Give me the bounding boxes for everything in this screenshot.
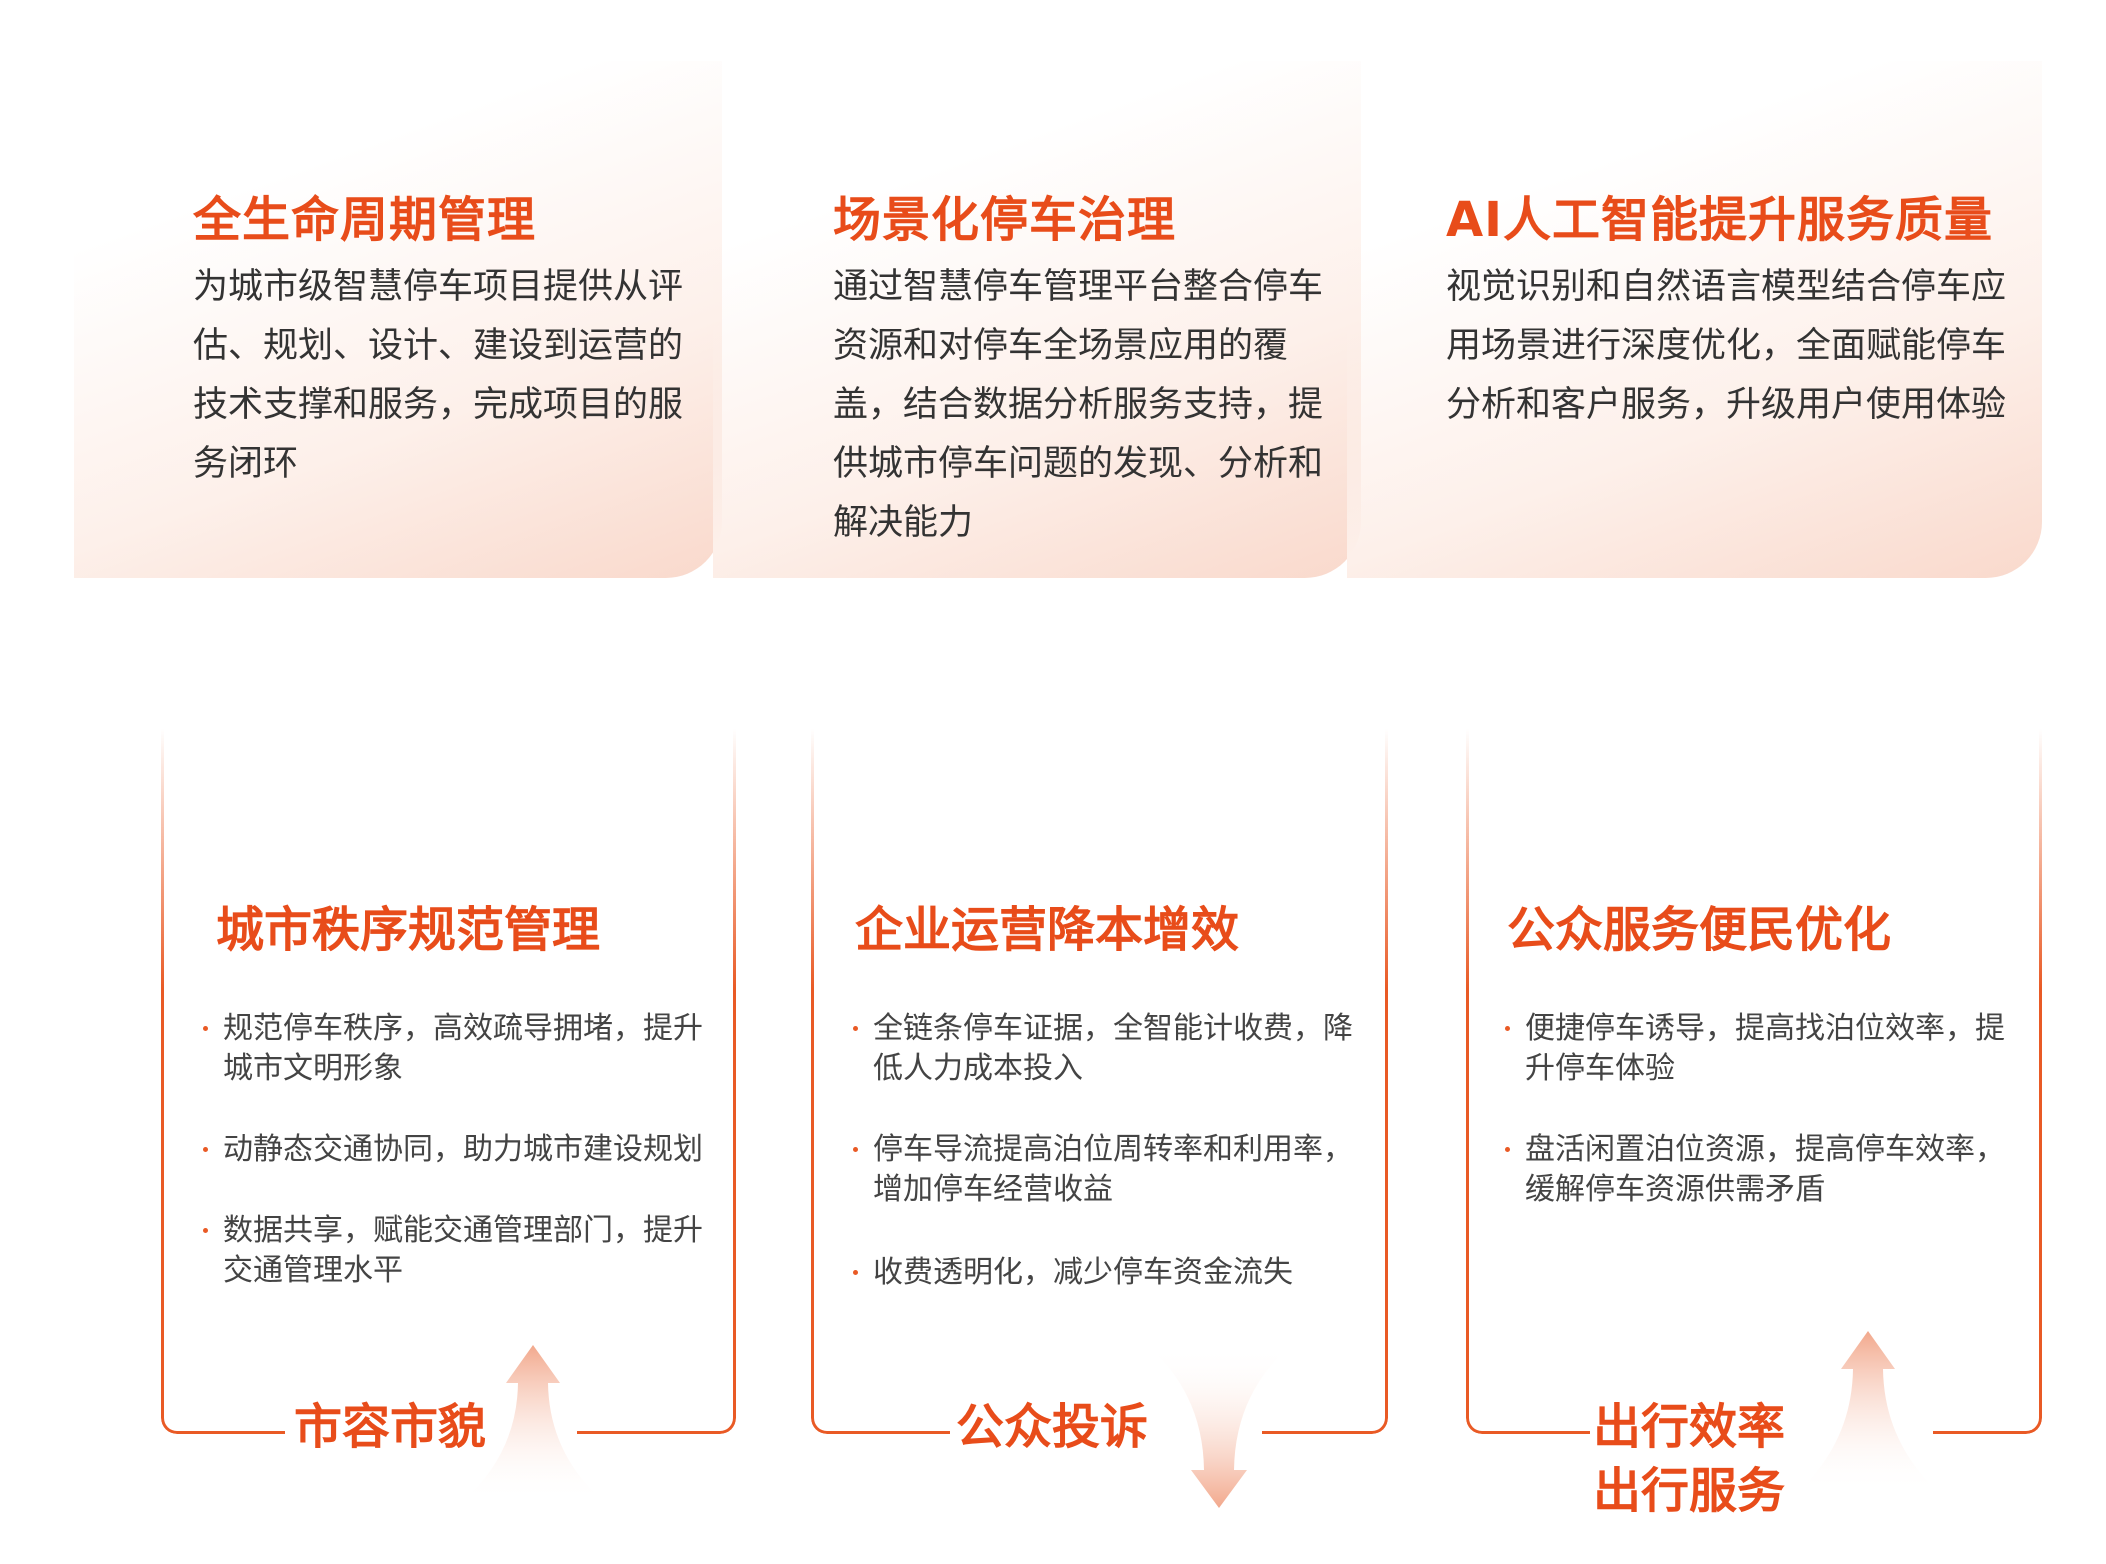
bullet-item: 规范停车秩序，高效疏导拥堵，提升城市文明形象 — [203, 1009, 703, 1089]
bullet-dot-icon — [1505, 1026, 1510, 1031]
card-ai — [1347, 61, 2042, 578]
card-lifecycle — [74, 61, 722, 578]
card-title: AI人工智能提升服务质量 — [1446, 192, 1994, 248]
card-scenario — [713, 61, 1361, 578]
bullet-dot-icon — [203, 1026, 208, 1031]
card-body: 通过智慧停车管理平台整合停车资源和对停车全场景应用的覆盖，结合数据分析服务支持，… — [833, 267, 1324, 543]
box-title: 企业运营降本增效 — [855, 902, 1240, 958]
arrow-up-icon — [1798, 1331, 1938, 1492]
card-title: 场景化停车治理 — [833, 192, 1177, 248]
card-title: 全生命周期管理 — [193, 192, 537, 248]
bullet-item: 全链条停车证据，全智能计收费，降低人力成本投入 — [853, 1009, 1353, 1089]
bullet-dot-icon — [1505, 1147, 1510, 1152]
arrow-up-icon — [463, 1345, 603, 1501]
box-title: 城市秩序规范管理 — [216, 902, 601, 958]
label-travel-efficiency: 出行效率 — [1593, 1399, 1786, 1455]
arrow-down-icon — [1149, 1347, 1289, 1508]
card-body: 为城市级智慧停车项目提供从评估、规划、设计、建设到运营的技术支撑和服务，完成项目… — [193, 267, 684, 484]
bullet-item: 停车导流提高泊位周转率和利用率，增加停车经营收益 — [853, 1130, 1363, 1210]
bullet-dot-icon — [853, 1026, 858, 1031]
bullet-item: 数据共享，赋能交通管理部门，提升交通管理水平 — [203, 1211, 703, 1291]
box-title: 公众服务便民优化 — [1507, 902, 1892, 958]
bullet-item: 动静态交通协同，助力城市建设规划 — [203, 1130, 723, 1170]
bullet-item: 盘活闲置泊位资源，提高停车效率，缓解停车资源供需矛盾 — [1505, 1130, 2015, 1210]
label-travel-service: 出行服务 — [1593, 1463, 1786, 1519]
bullet-dot-icon — [853, 1147, 858, 1152]
label-city-appearance: 市容市貌 — [294, 1399, 487, 1455]
bullet-item: 便捷停车诱导，提高找泊位效率，提升停车体验 — [1505, 1009, 2005, 1089]
bullet-dot-icon — [203, 1228, 208, 1233]
card-body: 视觉识别和自然语言模型结合停车应用场景进行深度优化，全面赋能停车分析和客户服务，… — [1446, 267, 2007, 425]
label-public-complaints: 公众投诉 — [956, 1399, 1149, 1455]
bullet-dot-icon — [853, 1270, 858, 1275]
bullet-dot-icon — [203, 1147, 208, 1152]
bullet-item: 收费透明化，减少停车资金流失 — [853, 1253, 1363, 1293]
